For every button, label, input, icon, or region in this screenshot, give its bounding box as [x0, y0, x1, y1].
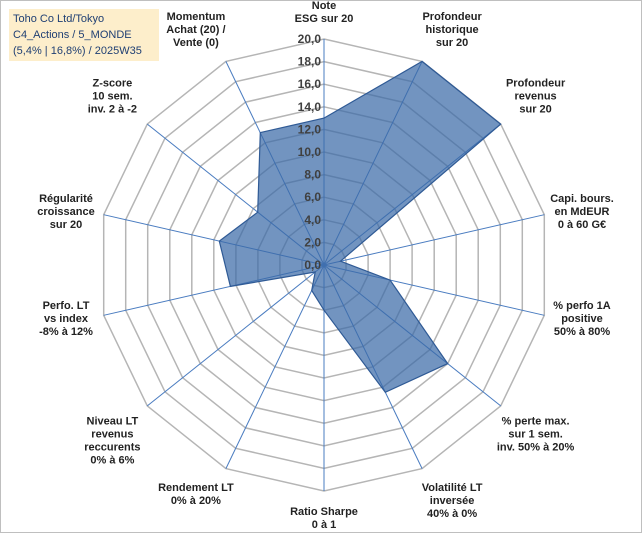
title-line-2: C4_Actions / 5_MONDE	[13, 29, 132, 41]
spoke-3	[323, 214, 545, 266]
tick-label-10: 20,0	[298, 32, 322, 46]
category-label-8: Rendement LT 0% à 20%	[158, 482, 234, 507]
tick-label-1: 2,0	[304, 235, 321, 249]
category-label-13-line-2: Vente (0)	[173, 37, 219, 49]
category-label-0: Note ESG sur 20	[295, 0, 354, 25]
category-label-4-line-0: % perfo 1A	[553, 300, 611, 312]
category-label-2: Profondeur revenus sur 20	[506, 77, 566, 115]
category-label-5-line-0: % perte max.	[502, 416, 570, 428]
tick-label-2: 4,0	[304, 213, 321, 227]
category-label-0-line-0: Note	[312, 0, 336, 12]
category-label-0-line-1: ESG sur 20	[295, 13, 354, 25]
category-label-9: Niveau LT revenus reccurents 0% à 6%	[84, 416, 140, 467]
category-label-5-line-1: sur 1 sem.	[508, 429, 562, 441]
series-area	[218, 60, 502, 394]
category-label-6-line-0: Volatilité LT	[422, 482, 483, 494]
spoke-8	[225, 264, 325, 469]
tick-label-3: 6,0	[304, 190, 321, 204]
category-label-3-line-2: 0 à 60 G€	[558, 219, 606, 231]
spoke-9	[146, 264, 325, 407]
tick-label-8: 16,0	[298, 77, 322, 91]
category-label-4: % perfo 1A positive 50% à 80%	[553, 300, 611, 338]
category-label-6-line-1: inversée	[430, 495, 475, 507]
category-label-13: Momentum Achat (20) / Vente (0)	[166, 11, 225, 49]
category-label-9-line-1: revenus	[91, 429, 133, 441]
tick-label-5: 10,0	[298, 145, 322, 159]
category-label-13-line-0: Momentum	[167, 11, 226, 23]
category-label-4-line-2: 50% à 80%	[554, 326, 610, 338]
category-label-9-line-2: reccurents	[84, 442, 140, 454]
category-label-12-line-2: inv. 2 à -2	[88, 103, 137, 115]
category-label-2-line-0: Profondeur	[506, 77, 566, 89]
category-label-8-line-1: 0% à 20%	[171, 495, 221, 507]
category-label-2-line-2: sur 20	[519, 103, 551, 115]
category-label-13-line-1: Achat (20) /	[166, 24, 225, 36]
category-label-11: Régularité croissance sur 20	[37, 193, 94, 231]
tick-label-0: 0,0	[304, 258, 321, 272]
title-line-1: Toho Co Ltd/Tokyo	[13, 13, 105, 25]
category-label-3: Capi. bours. en MdEUR 0 à 60 G€	[550, 193, 614, 231]
title-line-3: (5,4% | 16,8%) / 2025W35	[13, 45, 142, 57]
category-label-8-line-0: Rendement LT	[158, 482, 234, 494]
category-label-11-line-0: Régularité	[39, 193, 93, 205]
category-label-12-line-0: Z-score	[93, 77, 133, 89]
category-label-1-line-0: Profondeur	[422, 11, 482, 23]
category-label-5-line-2: inv. 50% à 20%	[497, 442, 575, 454]
category-label-2-line-1: revenus	[514, 90, 556, 102]
category-label-9-line-0: Niveau LT	[87, 416, 139, 428]
category-label-6: Volatilité LT inversée 40% à 0%	[422, 482, 483, 520]
category-labels: Note ESG sur 20 Profondeur historique sur 20…	[37, 0, 614, 531]
category-label-1: Profondeur historique sur 20	[422, 11, 482, 49]
category-label-1-line-1: historique	[426, 24, 479, 36]
category-label-12-line-1: 10 sem.	[92, 90, 132, 102]
category-label-11-line-1: croissance	[37, 206, 94, 218]
category-label-7: Ratio Sharpe 0 à 1	[290, 506, 358, 531]
category-label-10-line-0: Perfo. LT	[43, 300, 90, 312]
category-label-4-line-1: positive	[561, 313, 603, 325]
category-label-9-line-3: 0% à 6%	[90, 455, 134, 467]
category-label-7-line-1: 0 à 1	[312, 519, 336, 531]
category-label-6-line-2: 40% à 0%	[427, 508, 477, 520]
category-label-10: Perfo. LT vs index -8% à 12%	[39, 300, 93, 338]
category-label-3-line-0: Capi. bours.	[550, 193, 614, 205]
chart-title-box: Toho Co Ltd/Tokyo C4_Actions / 5_MONDE (…	[9, 9, 159, 61]
category-label-12: Z-score 10 sem. inv. 2 à -2	[88, 77, 137, 115]
radar-series	[218, 60, 502, 394]
category-label-1-line-2: sur 20	[436, 37, 468, 49]
tick-label-6: 12,0	[298, 122, 322, 136]
category-label-3-line-1: en MdEUR	[555, 206, 610, 218]
tick-label-4: 8,0	[304, 168, 321, 182]
radial-axis: 0,0 2,0 4,0 6,0 8,0 10,0 12,0 14,0 16,0 18,0 20,0	[298, 32, 322, 272]
category-label-7-line-0: Ratio Sharpe	[290, 506, 358, 518]
tick-label-9: 18,0	[298, 55, 322, 69]
category-label-10-line-2: -8% à 12%	[39, 326, 93, 338]
category-label-5: % perte max. sur 1 sem. inv. 50% à 20%	[497, 416, 575, 454]
tick-label-7: 14,0	[298, 100, 322, 114]
category-label-10-line-1: vs index	[44, 313, 89, 325]
category-label-11-line-2: sur 20	[50, 219, 82, 231]
